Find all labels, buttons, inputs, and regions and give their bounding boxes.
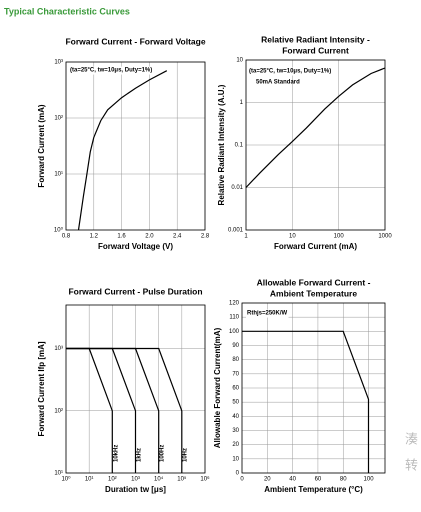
x-tick-label: 2.0 [145, 234, 154, 240]
annotation: 50mA Standard [256, 80, 300, 86]
x-tick-label: 60 [315, 477, 322, 483]
x-tick-label: 20 [264, 477, 271, 483]
annotation: (ta=25°C, tw=10μs, Duty=1%) [70, 68, 152, 74]
x-tick-label: 80 [340, 477, 347, 483]
y-tick-label: 0.01 [231, 185, 243, 191]
watermark: 湊 [405, 431, 418, 446]
data-line [66, 347, 183, 473]
annotation: (ta=25°C, tw=10μs, Duty=1%) [249, 69, 331, 75]
y-tick-label: 0 [236, 471, 240, 477]
x-tick-label: 1 [244, 234, 248, 240]
chart-title: Relative Radiant Intensity - [261, 34, 370, 44]
y-tick-label: 10¹ [54, 172, 63, 178]
x-tick-label: 100 [364, 477, 375, 483]
x-tick-label: 10⁴ [154, 476, 164, 483]
chart-title: Ambient Temperature [270, 288, 357, 298]
x-tick-label: 2.4 [173, 234, 182, 240]
watermark: 转 [405, 457, 418, 472]
x-tick-label: 10⁶ [200, 476, 210, 483]
y-tick-label: 10³ [54, 60, 63, 66]
y-axis-label: Allowable Forward Current(mA) [213, 327, 222, 448]
x-axis-label: Duration tw [μs] [105, 485, 166, 494]
y-tick-label: 10 [232, 456, 239, 462]
y-tick-label: 90 [232, 343, 239, 349]
x-tick-label: 2.8 [201, 234, 210, 240]
y-tick-label: 1 [240, 100, 244, 106]
x-tick-label: 10³ [131, 477, 140, 483]
x-tick-label: 1.6 [117, 234, 126, 240]
y-tick-label: 0.1 [235, 143, 244, 149]
x-tick-label: 100 [334, 234, 345, 240]
y-tick-label: 0.001 [228, 228, 244, 234]
y-tick-label: 40 [232, 414, 239, 420]
annotation: 10kHz [114, 445, 120, 462]
x-tick-label: 10⁵ [177, 476, 187, 483]
plot-frame [241, 302, 386, 474]
y-tick-label: 60 [232, 386, 239, 392]
y-tick-label: 10² [54, 116, 63, 122]
y-tick-label: 10³ [54, 346, 63, 352]
x-tick-label: 1.2 [90, 234, 99, 240]
x-axis-label: Forward Current (mA) [274, 242, 357, 251]
y-tick-label: 30 [232, 428, 239, 434]
y-tick-label: 80 [232, 357, 239, 363]
annotation-box [69, 66, 154, 75]
annotation-box [246, 309, 289, 318]
data-line [245, 67, 386, 188]
y-axis-label: Forward Current (mA) [37, 104, 46, 187]
chart-title: Forward Current - Forward Voltage [65, 36, 205, 46]
x-tick-label: 10¹ [85, 477, 94, 483]
annotation: 100Hz [160, 445, 166, 462]
page-title: Typical Characteristic Curves [4, 6, 130, 16]
y-tick-label: 70 [232, 371, 239, 377]
y-tick-label: 120 [229, 301, 240, 307]
annotation: 10Hz [183, 448, 189, 462]
x-tick-label: 40 [289, 477, 296, 483]
y-tick-label: 10¹ [54, 471, 63, 477]
chart-title: Allowable Forward Current - [257, 277, 371, 287]
data-line [77, 70, 168, 231]
plot-frame [245, 59, 386, 231]
x-axis-label: Ambient Temperature (°C) [264, 485, 363, 494]
annotation: 1kHz [137, 448, 143, 462]
y-tick-label: 50 [232, 400, 239, 406]
y-axis-label: Forward Current Ifp [mA] [37, 341, 46, 436]
plot-frame [65, 61, 206, 231]
y-tick-label: 100 [229, 329, 240, 335]
y-tick-label: 10⁰ [54, 227, 64, 234]
y-tick-label: 110 [229, 315, 239, 321]
chart-title: Forward Current [282, 45, 349, 55]
y-tick-label: 10² [54, 408, 63, 414]
x-tick-label: 0 [240, 477, 244, 483]
annotation: Rthjs=250K/W [247, 311, 288, 317]
x-tick-label: 10 [289, 234, 296, 240]
y-tick-label: 10 [236, 58, 243, 64]
x-tick-label: 0.8 [62, 234, 71, 240]
x-axis-label: Forward Voltage (V) [98, 242, 173, 251]
y-tick-label: 20 [232, 442, 239, 448]
y-axis-label: Relative Radiant Intensity (A.U.) [217, 84, 226, 205]
data-line [242, 330, 370, 473]
x-tick-label: 10⁰ [61, 476, 71, 483]
chart-title: Forward Current - Pulse Duration [68, 286, 202, 296]
x-tick-label: 1000 [378, 234, 392, 240]
x-tick-label: 10² [108, 477, 117, 483]
annotation-box [248, 67, 333, 76]
